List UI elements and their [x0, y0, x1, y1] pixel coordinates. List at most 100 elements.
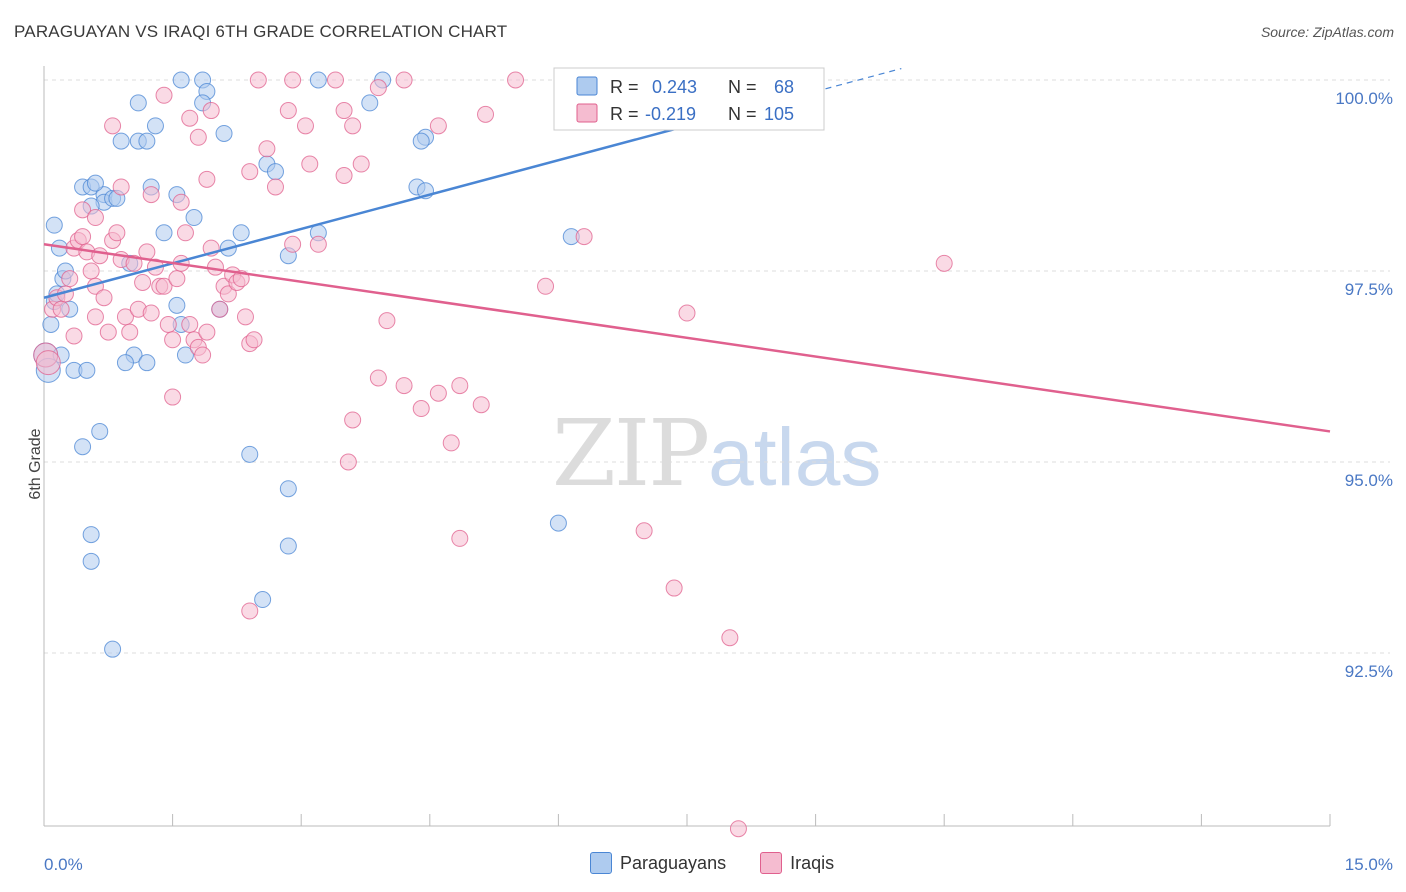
- legend-label-iraqis: Iraqis: [790, 852, 835, 873]
- data-point: [172, 193, 190, 211]
- y-tick-label: 100.0%: [1335, 89, 1393, 108]
- data-point: [185, 209, 203, 227]
- data-point: [74, 201, 92, 219]
- data-point: [344, 411, 362, 429]
- data-point: [112, 132, 130, 150]
- data-point: [82, 552, 100, 570]
- data-point: [451, 529, 469, 547]
- axes: [43, 66, 1331, 827]
- data-point: [198, 170, 216, 188]
- legend-r-value-1: 0.243: [652, 77, 697, 97]
- watermark-atlas: atlas: [708, 412, 882, 503]
- legend-n-label-2: N =: [728, 104, 757, 124]
- data-point: [155, 277, 173, 295]
- data-point: [412, 132, 430, 150]
- data-point: [129, 94, 147, 112]
- data-point: [35, 350, 61, 376]
- data-point: [194, 346, 212, 364]
- data-point: [91, 247, 109, 265]
- data-point: [176, 224, 194, 242]
- data-point: [236, 308, 254, 326]
- y-tick-label: 92.5%: [1345, 662, 1393, 681]
- data-point: [378, 312, 396, 330]
- data-point: [729, 820, 747, 838]
- x-tick-label-max: 15.0%: [1345, 855, 1393, 874]
- data-point: [369, 79, 387, 97]
- tick-labels: 100.0% 97.5% 95.0% 92.5% 0.0% 15.0%: [44, 89, 1393, 874]
- data-point: [245, 331, 263, 349]
- data-point: [665, 579, 683, 597]
- data-point: [266, 178, 284, 196]
- legend-n-value-2: 105: [764, 104, 794, 124]
- data-point: [211, 300, 229, 318]
- data-point: [219, 285, 237, 303]
- data-point: [279, 102, 297, 120]
- data-point: [678, 304, 696, 322]
- data-point: [116, 354, 134, 372]
- data-point: [155, 224, 173, 242]
- data-point: [721, 629, 739, 647]
- data-point: [369, 369, 387, 387]
- data-point: [198, 323, 216, 341]
- data-point: [215, 124, 233, 142]
- data-point: [395, 71, 413, 89]
- data-point: [65, 327, 83, 345]
- legend-item-iraqis[interactable]: Iraqis: [760, 852, 834, 874]
- data-point: [339, 453, 357, 471]
- data-point: [429, 117, 447, 135]
- data-point: [164, 388, 182, 406]
- data-point: [284, 71, 302, 89]
- data-point: [477, 105, 495, 123]
- data-point: [309, 71, 327, 89]
- data-point: [344, 117, 362, 135]
- chart-title: PARAGUAYAN VS IRAQI 6TH GRADE CORRELATIO…: [14, 22, 508, 41]
- data-point: [99, 323, 117, 341]
- data-point: [86, 174, 104, 192]
- data-point: [279, 537, 297, 555]
- data-point: [507, 71, 525, 89]
- data-point: [176, 346, 194, 364]
- data-point: [181, 315, 199, 333]
- data-point: [74, 438, 92, 456]
- data-point: [935, 254, 953, 272]
- data-point: [45, 216, 63, 234]
- trend-line-paraguayans: [43, 113, 731, 299]
- stats-legend: R = 0.243 N = 68 R = -0.219 N = 105: [553, 67, 825, 131]
- data-point: [537, 277, 555, 295]
- x-tick-label-min: 0.0%: [44, 855, 83, 874]
- data-point: [78, 361, 96, 379]
- data-point: [279, 480, 297, 498]
- data-point: [451, 377, 469, 395]
- source-label: Source: ZipAtlas.com: [1260, 24, 1394, 40]
- data-point: [296, 117, 314, 135]
- stats-legend-box: [553, 67, 825, 131]
- data-point: [159, 315, 177, 333]
- data-point: [472, 396, 490, 414]
- data-point: [241, 602, 259, 620]
- data-point: [104, 640, 122, 658]
- data-point: [202, 102, 220, 120]
- data-point: [121, 323, 139, 341]
- data-point: [241, 445, 259, 463]
- data-point: [82, 262, 100, 280]
- data-point: [241, 163, 259, 181]
- legend-swatch-paraguayans: [590, 852, 612, 874]
- data-point: [395, 377, 413, 395]
- data-point: [266, 163, 284, 181]
- data-point: [168, 270, 186, 288]
- data-point: [74, 228, 92, 246]
- legend-item-paraguayans[interactable]: Paraguayans: [590, 852, 726, 874]
- data-point: [91, 422, 109, 440]
- data-point: [104, 117, 122, 135]
- data-point: [52, 300, 70, 318]
- data-point: [284, 235, 302, 253]
- series-iraqis: [33, 71, 953, 838]
- data-point: [168, 296, 186, 314]
- legend-n-value-1: 68: [774, 77, 794, 97]
- data-point: [549, 514, 567, 532]
- data-point: [352, 155, 370, 173]
- data-point: [142, 304, 160, 322]
- data-point: [95, 289, 113, 307]
- data-point: [335, 167, 353, 184]
